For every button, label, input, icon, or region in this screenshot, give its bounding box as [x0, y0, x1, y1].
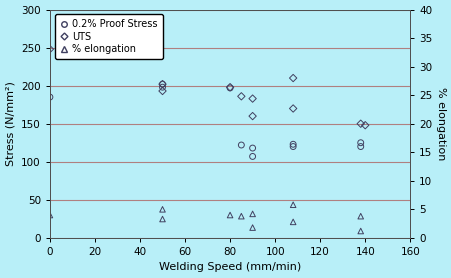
Point: [159, 207, 166, 212]
Point: [46, 47, 53, 51]
Point: [249, 146, 256, 150]
Point: [159, 85, 166, 90]
Point: [226, 86, 233, 90]
Point: [249, 225, 256, 230]
Point: [226, 213, 233, 217]
Point: [249, 212, 256, 216]
Point: [361, 123, 368, 127]
Point: [249, 96, 256, 101]
Point: [289, 144, 296, 149]
Point: [159, 217, 166, 221]
Point: [159, 82, 166, 86]
Point: [356, 214, 364, 219]
Point: [159, 82, 166, 86]
Point: [237, 94, 244, 98]
Point: [289, 142, 296, 147]
Point: [249, 154, 256, 159]
Point: [356, 144, 364, 149]
Y-axis label: % elongation: % elongation: [436, 87, 446, 160]
Point: [237, 214, 244, 219]
Point: [46, 95, 53, 99]
Point: [237, 143, 244, 147]
Point: [226, 85, 233, 90]
Point: [356, 229, 364, 233]
Point: [46, 213, 53, 217]
X-axis label: Welding Speed (mm/min): Welding Speed (mm/min): [159, 262, 300, 272]
Y-axis label: Stress (N/mm²): Stress (N/mm²): [5, 81, 15, 166]
Point: [289, 220, 296, 224]
Point: [289, 106, 296, 111]
Point: [249, 114, 256, 118]
Point: [356, 140, 364, 145]
Point: [289, 76, 296, 80]
Point: [289, 203, 296, 207]
Point: [356, 121, 364, 126]
Legend: 0.2% Proof Stress, UTS, % elongation: 0.2% Proof Stress, UTS, % elongation: [55, 14, 162, 59]
Point: [159, 89, 166, 93]
